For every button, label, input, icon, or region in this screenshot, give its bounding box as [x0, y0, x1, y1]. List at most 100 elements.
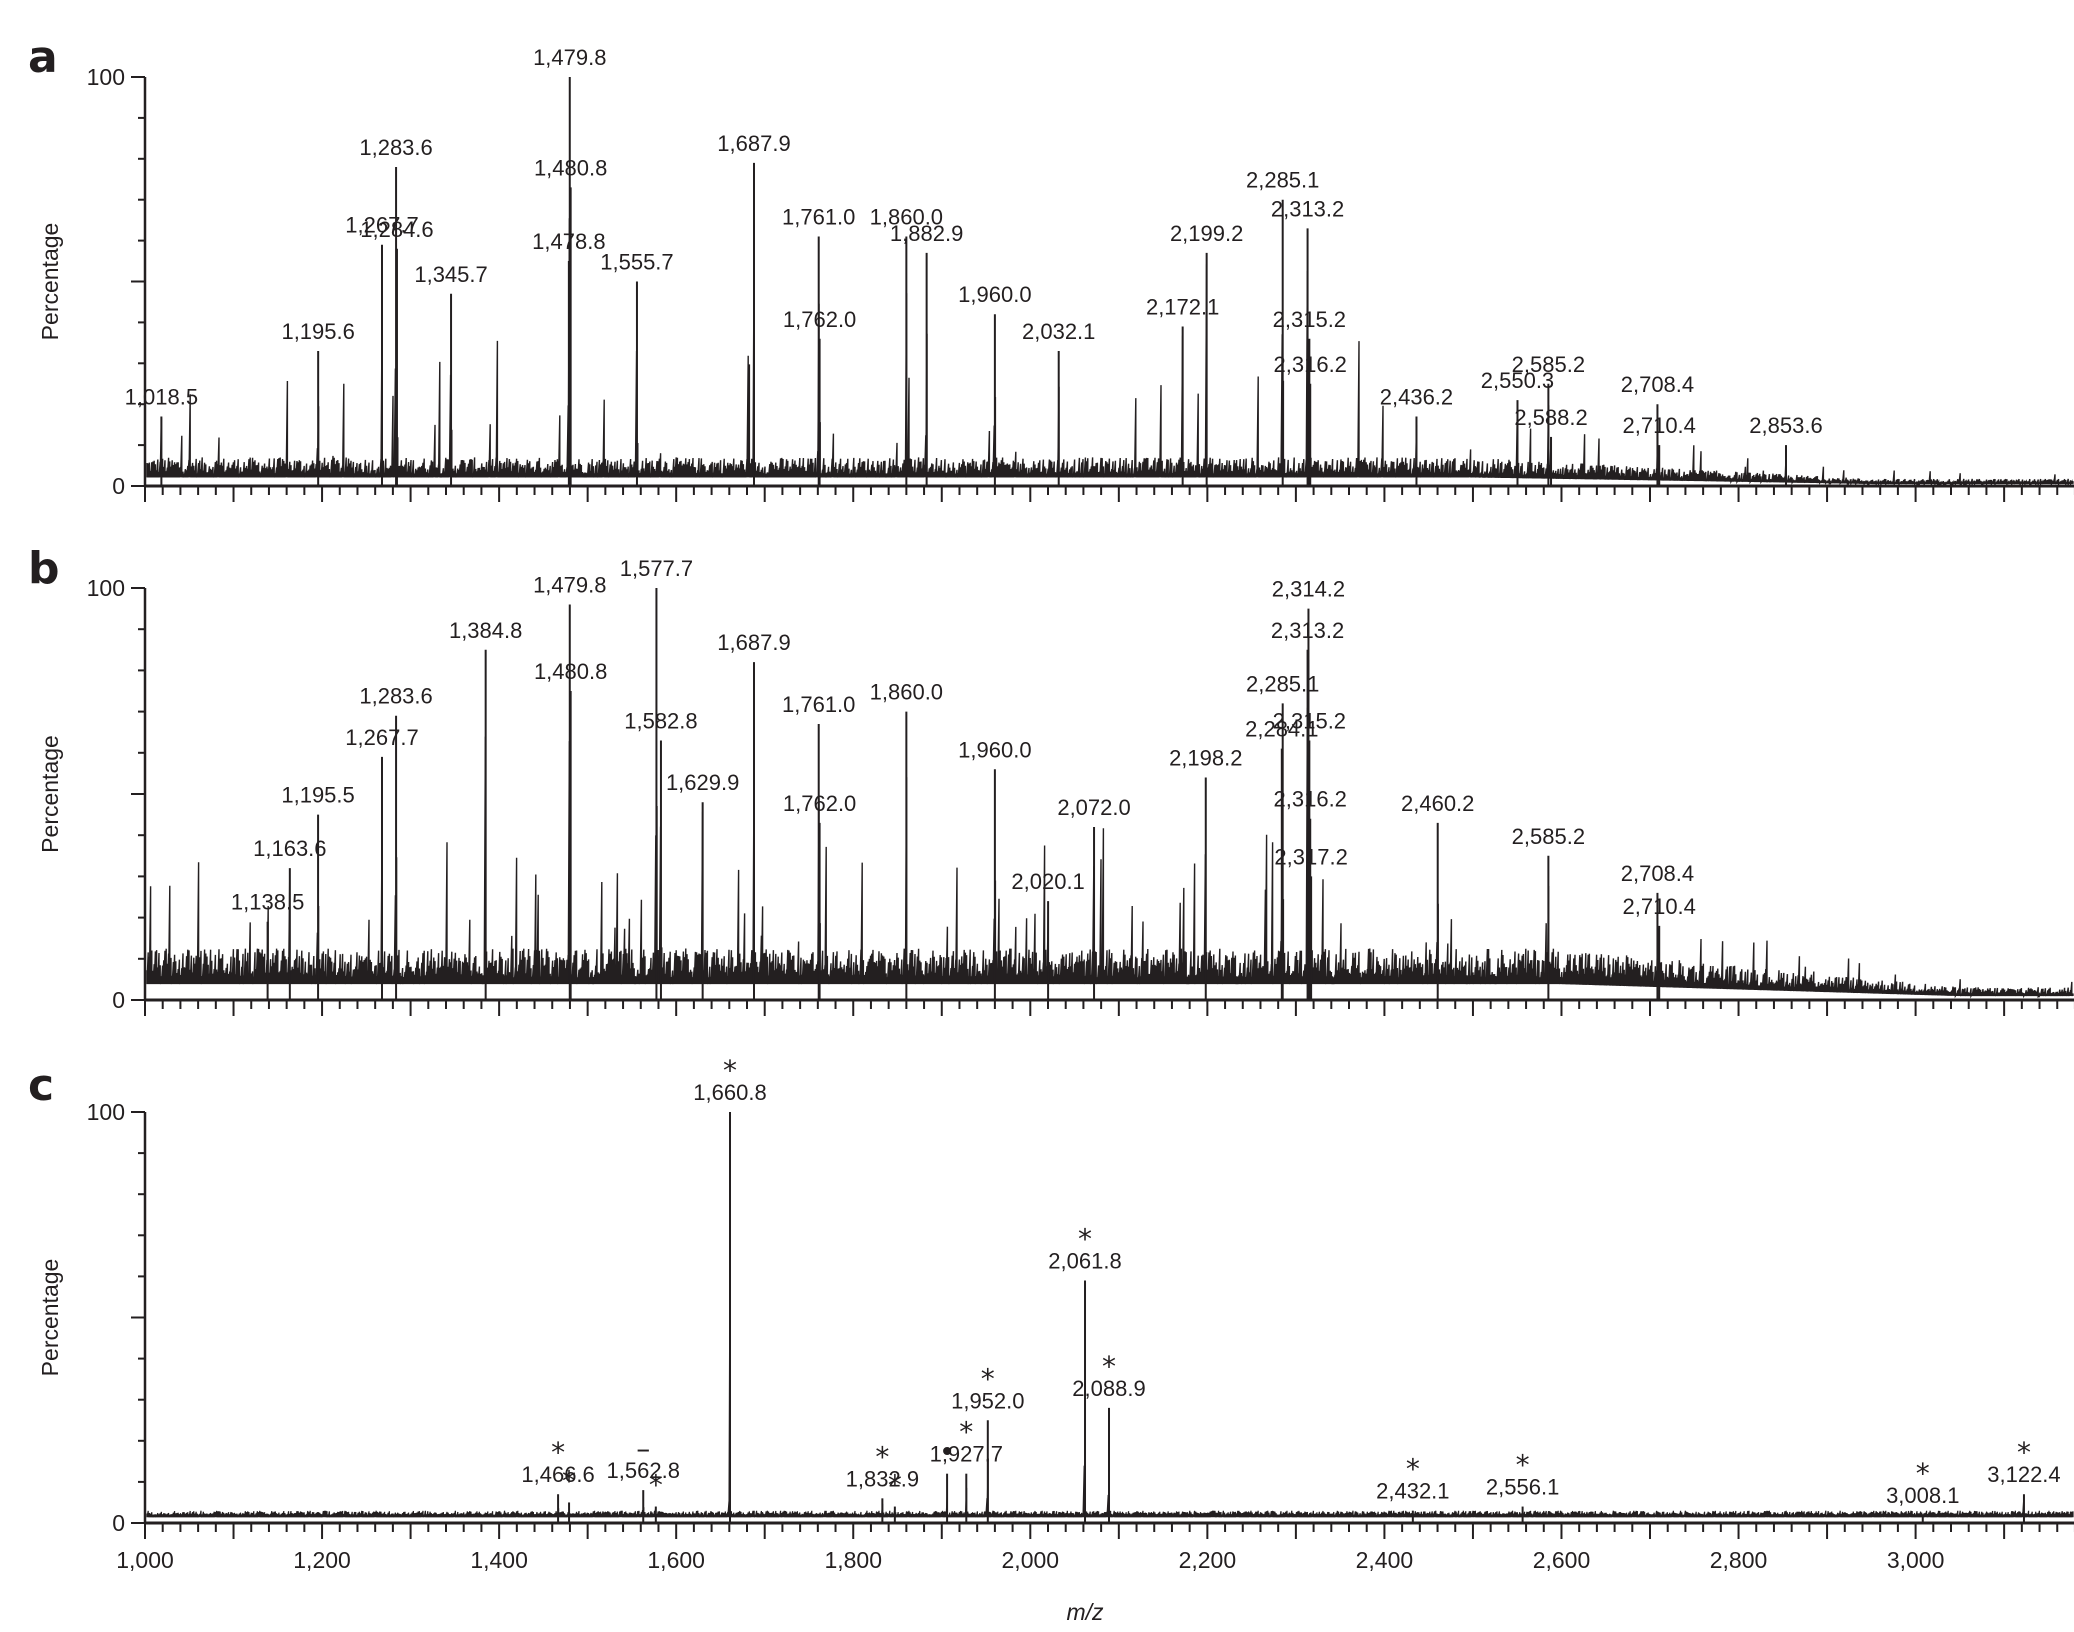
peak-label: 2,020.1	[1011, 869, 1084, 894]
peak-label: 1,952.0	[951, 1388, 1024, 1413]
panel-b-spectrum: b Percentage 100 0 1,138.5 1,163.6 1,195.5 1,26…	[28, 543, 2074, 1016]
panel-a-spectrum: aPercentage10001,018.51,195.61,267.71,28…	[28, 32, 2074, 502]
peak-label: 2,708.4	[1621, 861, 1694, 886]
peak-label: 1,761.0	[782, 692, 855, 717]
x-tick-label: 1,600	[647, 1547, 705, 1573]
y-tick-label-100: 100	[87, 64, 125, 90]
spectrum-trace	[146, 202, 2074, 487]
peak-label: 2,556.1	[1486, 1475, 1559, 1500]
asterisk-marker: *	[1102, 1350, 1116, 1383]
peak-label: 2,710.4	[1623, 894, 1696, 919]
asterisk-marker: *	[1516, 1449, 1530, 1482]
asterisk-marker: *	[1078, 1223, 1092, 1256]
peak-label: 3,122.4	[1987, 1462, 2060, 1487]
peak-label: 1,138.5	[231, 890, 304, 915]
asterisk-marker: *	[723, 1054, 737, 1087]
x-tick-label: 2,800	[1710, 1547, 1768, 1573]
peak-label: 2,072.0	[1057, 795, 1130, 820]
asterisk-marker: *	[1916, 1457, 1930, 1490]
peak-label: 2,585.2	[1512, 352, 1585, 377]
peak-label: 1,018.5	[125, 384, 198, 409]
peak-label: 1,687.9	[717, 630, 790, 655]
peak-label: 2,316.2	[1274, 352, 1347, 377]
peak-label: 1,860.0	[870, 205, 943, 230]
peak-label: 2,432.1	[1376, 1479, 1449, 1504]
peak-label: 2,710.4	[1623, 413, 1696, 438]
peak-label: 1,479.8	[533, 45, 606, 70]
peak-label: 1,480.8	[534, 659, 607, 684]
peak-label: 1,660.8	[693, 1080, 766, 1105]
x-tick-label: 2,000	[1002, 1547, 1060, 1573]
peak-label: 2,032.1	[1022, 319, 1095, 344]
peak-label: 1,832.9	[846, 1466, 919, 1491]
x-tick-label: 1,200	[293, 1547, 351, 1573]
asterisk-marker: *	[649, 1469, 663, 1502]
peak-label: 2,853.6	[1749, 413, 1822, 438]
peak-label: 1,284.6	[360, 217, 433, 242]
peak-label: 2,317.2	[1274, 844, 1347, 869]
peak-label: 1,345.7	[414, 262, 487, 287]
peak-label: 2,550.3	[1481, 368, 1554, 393]
peak-label: 1,687.9	[717, 131, 790, 156]
peak-label: 1,283.6	[359, 684, 432, 709]
y-tick-label-100: 100	[87, 575, 125, 601]
peak-label: 2,172.1	[1146, 294, 1219, 319]
panel-letter: a	[28, 32, 58, 83]
peak-label: 2,436.2	[1380, 384, 1453, 409]
peak-label: 1,480.8	[534, 155, 607, 180]
y-tick-label-0: 0	[112, 473, 125, 499]
y-axis-label: Percentage	[37, 1259, 63, 1377]
peak-label: 2,313.2	[1271, 196, 1344, 221]
y-tick-label-100: 100	[87, 1099, 125, 1125]
peak-label: 1,555.7	[600, 250, 673, 275]
peak-label: 1,163.6	[253, 836, 326, 861]
peak-label: 1,960.0	[958, 737, 1031, 762]
y-tick-label-0: 0	[112, 987, 125, 1013]
x-tick-label: 1,800	[824, 1547, 882, 1573]
peak-label: 2,315.2	[1273, 307, 1346, 332]
dot-marker: •	[939, 1436, 956, 1469]
peak-label: 2,061.8	[1048, 1249, 1121, 1274]
peak-label: 2,585.2	[1512, 824, 1585, 849]
asterisk-marker: *	[1406, 1453, 1420, 1486]
peak-label: 1,283.6	[359, 135, 432, 160]
peak-label: 1,629.9	[666, 770, 739, 795]
asterisk-marker: *	[562, 1464, 576, 1497]
peak-label: 1,479.8	[533, 572, 606, 597]
x-axis-label: m/z	[1066, 1599, 1104, 1625]
peak-label: 1,577.7	[620, 556, 693, 581]
asterisk-marker: *	[888, 1469, 902, 1502]
asterisk-marker: *	[981, 1362, 995, 1395]
dash-marker: –	[636, 1432, 650, 1465]
asterisk-marker: *	[959, 1416, 973, 1449]
peak-label: 2,316.2	[1274, 787, 1347, 812]
panel-letter: c	[28, 1060, 54, 1111]
peak-label: 1,384.8	[449, 618, 522, 643]
x-tick-label: 3,000	[1887, 1547, 1945, 1573]
peak-label: 2,088.9	[1072, 1376, 1145, 1401]
x-tick-label: 2,600	[1533, 1547, 1591, 1573]
peak-label: 2,708.4	[1621, 372, 1694, 397]
asterisk-marker: *	[2017, 1436, 2031, 1469]
peak-label: 1,860.0	[870, 680, 943, 705]
peak-label: 2,315.2	[1273, 708, 1346, 733]
peak-label: 1,466.6	[521, 1462, 594, 1487]
peak-label: 2,199.2	[1170, 221, 1243, 246]
peak-label: 1,882.9	[890, 221, 963, 246]
peak-label: 2,198.2	[1169, 746, 1242, 771]
x-tick-label: 2,200	[1179, 1547, 1237, 1573]
peak-label: 1,267.7	[345, 725, 418, 750]
peak-label: 1,267.7	[345, 213, 418, 238]
panel-c-spectrum: c Percentage 100 0 1,000 1,200 1,400 1,600 1,800…	[28, 1054, 2074, 1573]
peak-label: 2,285.1	[1246, 168, 1319, 193]
spectrum-trace	[146, 659, 2074, 999]
y-axis-label: Percentage	[37, 735, 63, 853]
x-tick-label: 2,400	[1356, 1547, 1414, 1573]
x-tick-label: 1,000	[116, 1547, 174, 1573]
peak-label: 1,762.0	[783, 307, 856, 332]
peak-label: 1,960.0	[958, 282, 1031, 307]
y-axis-label: Percentage	[37, 223, 63, 341]
asterisk-marker: *	[875, 1440, 889, 1473]
peak-label: 1,195.5	[281, 783, 354, 808]
